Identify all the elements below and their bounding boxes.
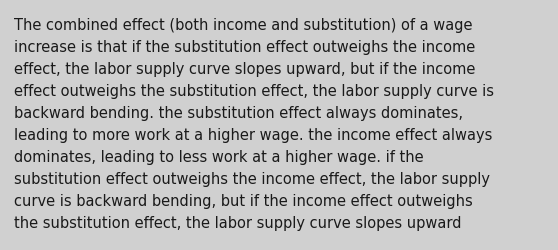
Text: the substitution effect, the labor supply curve slopes upward: the substitution effect, the labor suppl…	[14, 216, 461, 230]
Text: backward bending. the substitution effect always dominates,: backward bending. the substitution effec…	[14, 106, 463, 120]
Text: curve is backward bending, but if the income effect outweighs: curve is backward bending, but if the in…	[14, 194, 473, 208]
Text: increase is that if the substitution effect outweighs the income: increase is that if the substitution eff…	[14, 40, 475, 54]
Text: effect outweighs the substitution effect, the labor supply curve is: effect outweighs the substitution effect…	[14, 84, 494, 98]
Text: dominates, leading to less work at a higher wage. if the: dominates, leading to less work at a hig…	[14, 150, 424, 164]
Text: substitution effect outweighs the income effect, the labor supply: substitution effect outweighs the income…	[14, 172, 490, 186]
Text: The combined effect (both income and substitution) of a wage: The combined effect (both income and sub…	[14, 18, 473, 32]
Text: leading to more work at a higher wage. the income effect always: leading to more work at a higher wage. t…	[14, 128, 492, 142]
Text: effect, the labor supply curve slopes upward, but if the income: effect, the labor supply curve slopes up…	[14, 62, 475, 76]
